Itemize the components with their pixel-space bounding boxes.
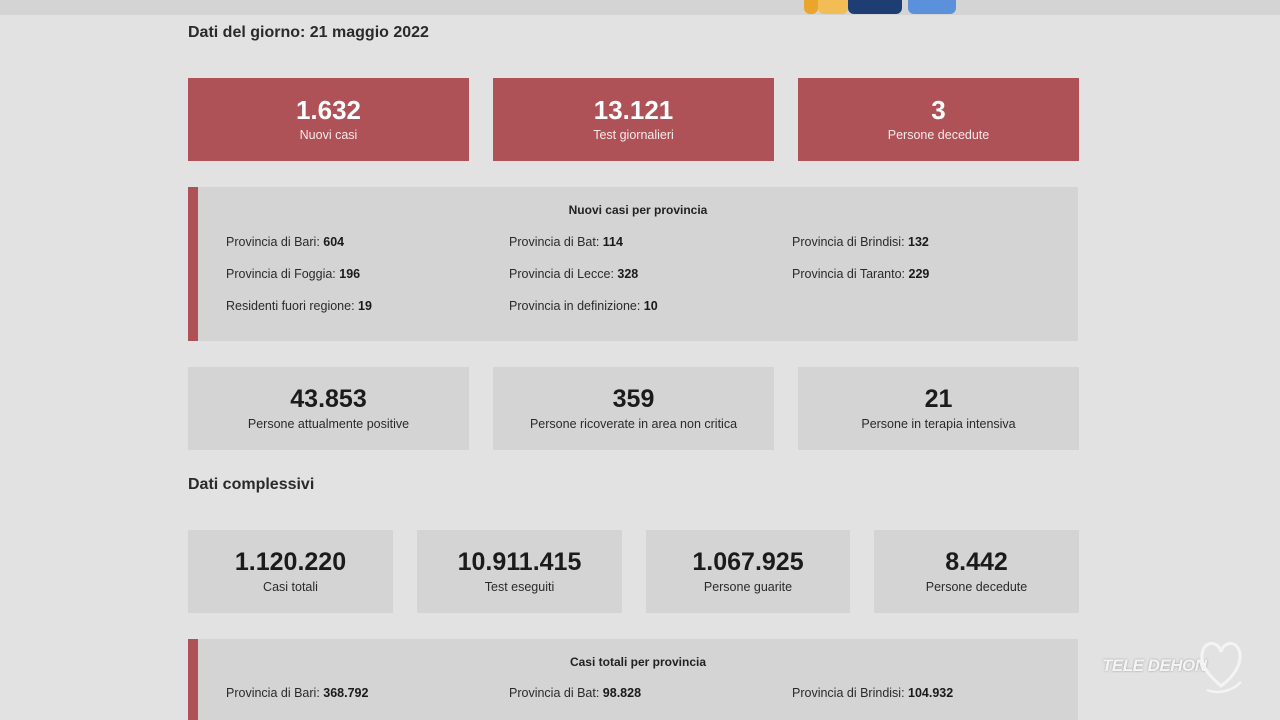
province-item: Provincia in definizione: 10: [509, 299, 658, 313]
currently-positive-value: 43.853: [290, 385, 367, 413]
intensive-care-label: Persone in terapia intensiva: [861, 417, 1016, 431]
new-cases-value: 1.632: [295, 95, 362, 125]
total-tests-card: 10.911.415 Test eseguiti: [417, 530, 622, 613]
province-item: Provincia di Brindisi: 104.932: [792, 686, 954, 700]
recovered-value: 1.067.925: [692, 548, 804, 576]
panel-title: Casi totali per provincia: [569, 655, 707, 669]
total-cases-label: Casi totali: [263, 580, 318, 594]
recovered-label: Persone guarite: [703, 580, 793, 594]
daily-heading: Dati del giorno: 21 maggio 2022: [188, 24, 429, 41]
total-cases-value: 1.120.220: [234, 548, 347, 576]
total-cases-by-province-panel: Casi totali per provincia Provincia di B…: [188, 639, 1078, 720]
site-logo-partial: [804, 0, 960, 14]
daily-deaths-label: Persone decedute: [887, 128, 990, 142]
recovered-card: 1.067.925 Persone guarite: [646, 530, 850, 613]
currently-positive-card: 43.853 Persone attualmente positive: [188, 367, 469, 450]
total-tests-label: Test eseguiti: [484, 580, 555, 594]
currently-positive-label: Persone attualmente positive: [247, 417, 410, 431]
intensive-care-value: 21: [924, 385, 953, 413]
province-item: Provincia di Bat: 98.828: [509, 686, 642, 700]
province-item: Provincia di Foggia: 196: [226, 267, 361, 281]
province-item: Residenti fuori regione: 19: [226, 299, 372, 313]
new-cases-card: 1.632 Nuovi casi: [188, 78, 469, 161]
province-item: Provincia di Brindisi: 132: [792, 235, 929, 249]
overall-heading: Dati complessivi: [188, 476, 315, 493]
new-cases-label: Nuovi casi: [299, 128, 358, 142]
daily-tests-label: Test giornalieri: [593, 128, 674, 142]
hospitalized-card: 359 Persone ricoverate in area non criti…: [493, 367, 774, 450]
new-cases-by-province-panel: Nuovi casi per provincia Provincia di Ba…: [188, 187, 1078, 341]
total-cases-card: 1.120.220 Casi totali: [188, 530, 393, 613]
hospitalized-label: Persone ricoverate in area non critica: [529, 417, 738, 431]
total-deaths-card: 8.442 Persone decedute: [874, 530, 1079, 613]
total-tests-value: 10.911.415: [457, 548, 582, 576]
daily-deaths-card: 3 Persone decedute: [798, 78, 1079, 161]
total-deaths-label: Persone decedute: [925, 580, 1028, 594]
province-item: Provincia di Bat: 114: [509, 235, 623, 249]
province-item: Provincia di Taranto: 229: [792, 267, 930, 281]
province-item: Provincia di Lecce: 328: [509, 267, 639, 281]
daily-tests-card: 13.121 Test giornalieri: [493, 78, 774, 161]
tv-watermark: TELE DEHON: [1102, 656, 1207, 675]
top-bar: [0, 0, 1280, 15]
province-item: Provincia di Bari: 604: [226, 235, 345, 249]
panel-title: Nuovi casi per provincia: [568, 203, 708, 217]
hospitalized-value: 359: [612, 385, 655, 413]
daily-deaths-value: 3: [931, 95, 946, 125]
total-deaths-value: 8.442: [945, 548, 1008, 576]
daily-tests-value: 13.121: [593, 95, 674, 125]
heart-logo-icon: [1200, 642, 1242, 694]
province-item: Provincia di Bari: 368.792: [226, 686, 369, 700]
intensive-care-card: 21 Persone in terapia intensiva: [798, 367, 1079, 450]
